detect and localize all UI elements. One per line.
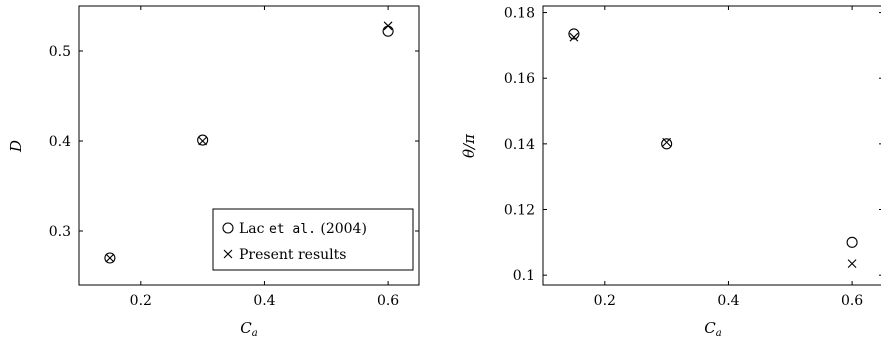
ticks [79, 6, 419, 285]
y-tick-label: 0.16 [504, 71, 535, 87]
y-tick-label: 0.5 [49, 44, 71, 60]
data-points [568, 28, 858, 269]
legend: Lac et al. (2004) Present results [212, 208, 414, 271]
y-axis-label: θ/π [460, 133, 478, 158]
chart-diameter: 0.2 0.4 0.6 0.3 0.4 0.5 Ca D Lac et al. (2004… [7, 5, 420, 339]
data-points [104, 21, 394, 264]
legend-entry-lac: Lac et al. (2004) [239, 221, 367, 237]
legend-entry-present: Present results [239, 247, 346, 263]
point-circle [661, 138, 673, 150]
y-axis-label: D [7, 140, 25, 153]
x-axis-label: Ca [704, 319, 721, 339]
point-cross [383, 21, 393, 31]
point-cross [105, 253, 115, 263]
y-tick-label: 0.4 [49, 134, 71, 150]
legend-marker-circle [222, 222, 234, 234]
point-cross [569, 32, 579, 42]
y-tick-label: 0.3 [49, 224, 71, 240]
plot-frame [78, 5, 420, 286]
tick-labels: 0.2 0.4 0.6 0.3 0.4 0.5 [49, 44, 400, 309]
point-cross [847, 259, 857, 269]
legend-box [212, 208, 414, 271]
x-tick-label: 0.4 [253, 293, 275, 309]
tick-labels: 0.2 0.4 0.6 0.1 0.12 0.14 0.16 0.18 [504, 6, 863, 309]
x-tick-label: 0.4 [717, 293, 739, 309]
point-circle [568, 28, 580, 40]
y-tick-label: 0.18 [504, 6, 535, 22]
y-tick-label: 0.12 [504, 203, 535, 219]
legend-marker-cross [223, 249, 233, 259]
x-axis-label: Ca [240, 319, 257, 339]
y-tick-label: 0.14 [504, 137, 535, 153]
y-tick-label: 0.1 [513, 268, 535, 284]
x-tick-label: 0.6 [841, 293, 863, 309]
point-circle [382, 25, 394, 37]
point-circle [197, 134, 209, 146]
x-tick-label: 0.2 [594, 293, 616, 309]
plot-frame [542, 5, 881, 286]
point-circle [846, 236, 858, 248]
x-tick-label: 0.2 [130, 293, 152, 309]
point-cross [198, 136, 208, 146]
chart-angle: 0.2 0.4 0.6 0.1 0.12 0.14 0.16 0.18 Ca θ/π [460, 5, 881, 339]
point-cross [662, 137, 672, 147]
ticks [543, 6, 881, 285]
x-tick-label: 0.6 [377, 293, 399, 309]
point-circle [104, 252, 116, 264]
